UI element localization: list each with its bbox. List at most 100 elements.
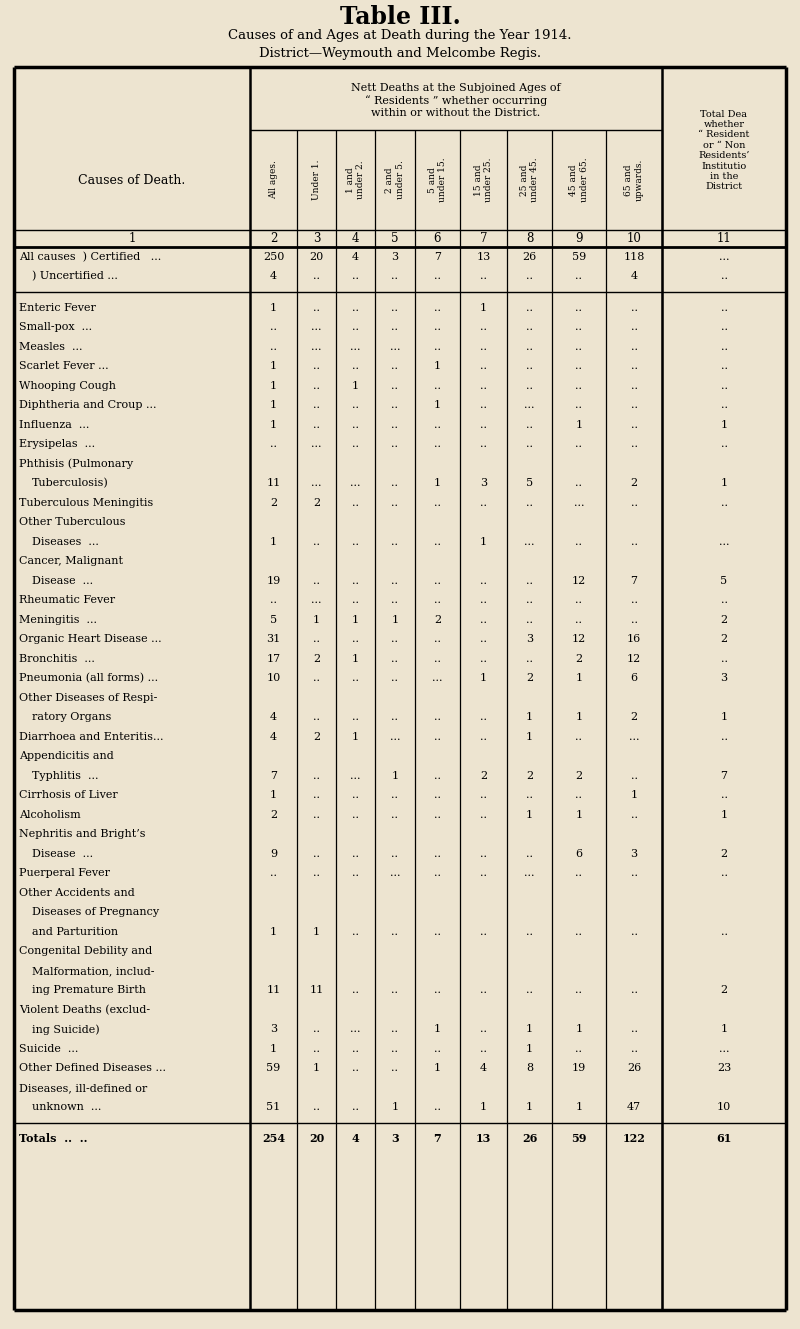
Text: ..: .. [721,926,727,937]
Text: 12: 12 [572,634,586,645]
Text: 1: 1 [721,420,727,429]
Text: 15 and
under 25.: 15 and under 25. [474,158,493,202]
Text: Scarlet Fever ...: Scarlet Fever ... [19,361,109,371]
Text: ...: ... [311,440,322,449]
Text: 4: 4 [270,732,277,742]
Text: Cancer, Malignant: Cancer, Malignant [19,557,123,566]
Text: ..: .. [391,400,398,411]
Text: ..: .. [391,926,398,937]
Text: Enteric Fever: Enteric Fever [19,303,96,312]
Text: 1: 1 [270,791,277,800]
Text: ..: .. [575,303,582,312]
Text: 11: 11 [266,478,281,488]
Text: ...: ... [311,595,322,605]
Text: ..: .. [575,478,582,488]
Text: 1: 1 [721,478,727,488]
Text: Total Dea
whether
“ Resident
or “ Non
Residents’
Institutio
in the
District: Total Dea whether “ Resident or “ Non Re… [698,109,750,191]
Text: ..: .. [352,498,359,508]
Text: 1: 1 [270,400,277,411]
Text: Diarrhoea and Enteritis...: Diarrhoea and Enteritis... [19,732,163,742]
Text: 1: 1 [434,1025,441,1034]
Text: 1: 1 [575,1025,582,1034]
Text: ..: .. [434,380,441,391]
Text: 1: 1 [575,420,582,429]
Text: ..: .. [352,575,359,586]
Text: 3: 3 [721,674,727,683]
Text: ..: .. [630,322,638,332]
Text: ..: .. [313,420,320,429]
Text: 45 and
under 65.: 45 and under 65. [570,158,589,202]
Text: 7: 7 [721,771,727,780]
Text: ..: .. [352,400,359,411]
Text: ..: .. [434,498,441,508]
Text: Table III.: Table III. [340,5,460,29]
Text: 1: 1 [480,303,487,312]
Text: ..: .. [391,1043,398,1054]
Text: 5: 5 [721,575,727,586]
Text: Rheumatic Fever: Rheumatic Fever [19,595,115,605]
Text: ..: .. [480,1025,487,1034]
Text: ..: .. [313,575,320,586]
Text: ..: .. [391,478,398,488]
Text: ..: .. [526,575,533,586]
Text: ..: .. [721,400,727,411]
Text: ..: .. [434,303,441,312]
Text: ...: ... [574,498,584,508]
Text: Pneumonia (all forms) ...: Pneumonia (all forms) ... [19,672,158,683]
Text: Other Defined Diseases ...: Other Defined Diseases ... [19,1063,166,1074]
Text: ..: .. [480,380,487,391]
Text: Causes of and Ages at Death during the Year 1914.: Causes of and Ages at Death during the Y… [228,29,572,43]
Text: 2: 2 [434,615,441,625]
Text: Appendicitis and: Appendicitis and [19,751,114,762]
Text: ..: .. [526,791,533,800]
Text: ..: .. [313,634,320,645]
Text: ..: .. [391,654,398,663]
Text: 1: 1 [575,674,582,683]
Text: ..: .. [434,771,441,780]
Text: ..: .. [721,498,727,508]
Text: 5: 5 [526,478,533,488]
Text: ..: .. [575,615,582,625]
Text: ..: .. [434,420,441,429]
Text: ..: .. [630,400,638,411]
Text: 3: 3 [630,849,638,859]
Text: ..: .. [352,674,359,683]
Text: Erysipelas  ...: Erysipelas ... [19,440,95,449]
Text: 1: 1 [313,615,320,625]
Text: ..: .. [480,849,487,859]
Text: 2: 2 [313,654,320,663]
Text: 1: 1 [391,1102,398,1112]
Text: 1: 1 [526,1043,533,1054]
Text: ..: .. [313,712,320,722]
Text: 4: 4 [270,712,277,722]
Text: ..: .. [480,654,487,663]
Text: ..: .. [352,634,359,645]
Text: Whooping Cough: Whooping Cough [19,380,116,391]
Text: ing Premature Birth: ing Premature Birth [32,985,146,995]
Text: ..: .. [434,342,441,352]
Text: ..: .. [352,868,359,878]
Text: Congenital Debility and: Congenital Debility and [19,946,152,957]
Text: 1: 1 [352,654,359,663]
Text: 20: 20 [310,251,324,262]
Text: Disease  ...: Disease ... [32,575,93,586]
Text: 2: 2 [630,478,638,488]
Text: Phthisis (Pulmonary: Phthisis (Pulmonary [19,459,133,469]
Text: Other Tuberculous: Other Tuberculous [19,517,126,528]
Text: ..: .. [313,380,320,391]
Text: ..: .. [434,791,441,800]
Text: ..: .. [391,498,398,508]
Text: 1 and
under 2.: 1 and under 2. [346,161,365,199]
Text: 2: 2 [313,498,320,508]
Text: 12: 12 [572,575,586,586]
Text: Other Accidents and: Other Accidents and [19,888,134,898]
Text: Diseases of Pregnancy: Diseases of Pregnancy [32,908,159,917]
Text: 11: 11 [717,233,731,245]
Text: 1: 1 [352,380,359,391]
Text: 16: 16 [627,634,641,645]
Text: 7: 7 [434,1134,442,1144]
Text: 26: 26 [522,251,537,262]
Text: 254: 254 [262,1134,285,1144]
Text: ..: .. [721,595,727,605]
Text: ..: .. [721,342,727,352]
